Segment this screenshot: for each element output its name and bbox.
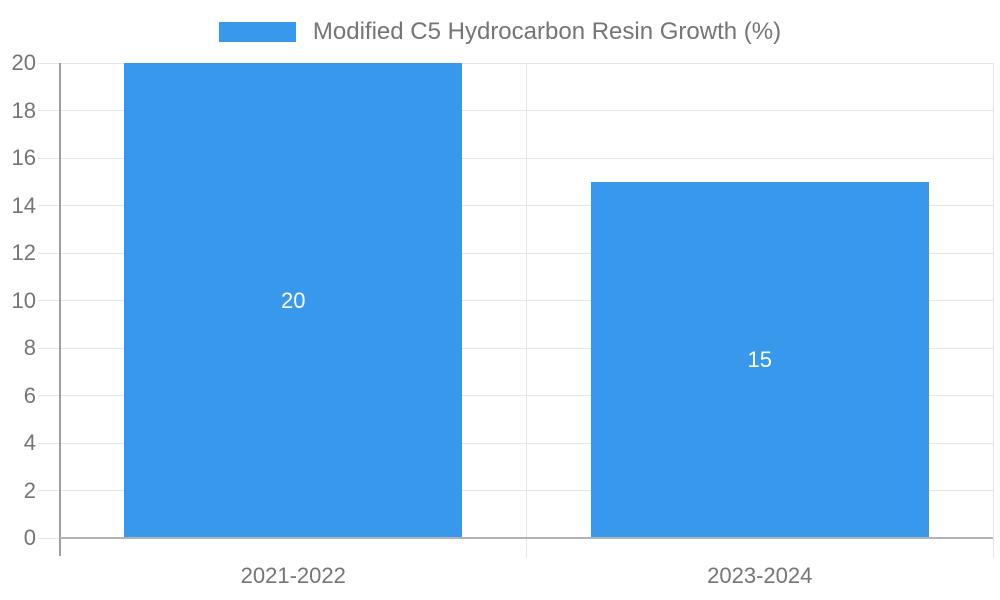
y-axis-label: 10 [11,287,36,313]
v-gridline [526,63,527,558]
v-gridline [992,63,994,558]
y-axis-label: 14 [11,192,36,218]
bar-2021-2022[interactable] [124,63,463,538]
bar-2023-2024[interactable] [590,181,929,538]
y-gridline [38,395,993,396]
y-gridline [38,442,993,444]
y-gridline [38,62,993,64]
y-gridline [38,490,993,491]
y-gridline [38,157,993,159]
y-gridline [38,252,993,254]
y-axis-label: 6 [23,382,36,408]
legend-swatch [218,22,296,42]
x-axis-label: 2021-2022 [240,563,346,588]
bar-value-label: 20 [281,287,306,313]
x-axis-line [60,537,993,539]
y-axis-label: 0 [23,525,36,550]
y-axis-label: 12 [11,240,36,265]
bar-value-label: 15 [747,346,772,372]
y-gridline [38,110,993,111]
y-gridline [38,205,993,206]
legend: Modified C5 Hydrocarbon Resin Growth (%) [0,18,1000,46]
y-axis-label: 18 [11,97,36,123]
y-axis-label: 4 [23,430,36,455]
y-gridline [38,300,993,301]
y-axis-label: 20 [11,50,36,75]
x-axis-label: 2023-2024 [707,563,813,588]
y-axis-label: 16 [11,145,36,170]
y-axis-label: 8 [23,335,36,360]
y-axis-line [59,63,61,556]
legend-label: Modified C5 Hydrocarbon Resin Growth (%) [312,18,782,45]
y-gridline [38,347,993,349]
y-axis-label: 2 [23,477,36,503]
